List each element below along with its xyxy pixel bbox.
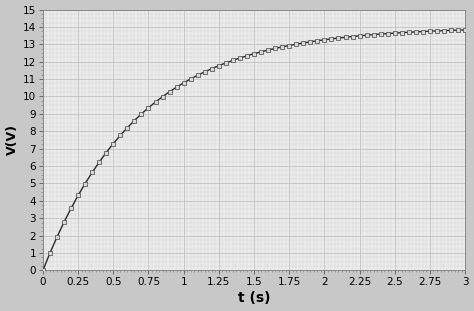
Y-axis label: V(V): V(V) — [6, 124, 18, 156]
X-axis label: t (s): t (s) — [238, 291, 270, 305]
